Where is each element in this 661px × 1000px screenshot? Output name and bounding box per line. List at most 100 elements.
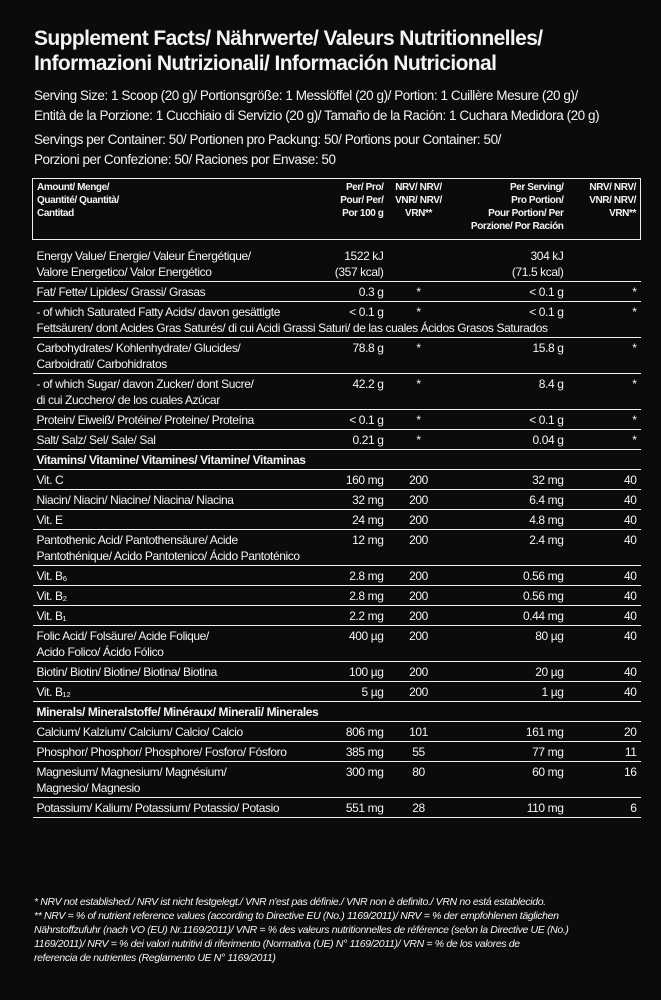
table-cell: 40 — [567, 509, 641, 530]
cell-text: Biotin/ Biotin/ Biotine/ Biotina/ Biotin… — [36, 665, 218, 679]
cell-line: Pantothénique/ Acido Pantotenico/ Ácido … — [36, 549, 301, 563]
title: Supplement Facts/ Nährwerte/ Valeurs Nut… — [34, 26, 543, 76]
table-cell: NRV/ NRV/VNR/ NRV/VRN** — [387, 178, 450, 240]
table-cell: 200 — [387, 509, 450, 530]
cell-text: 0.21 g — [352, 433, 384, 447]
cell-line: NRV/ NRV/ — [395, 182, 442, 193]
cell-text: 15.8 g — [532, 341, 564, 355]
serving-line: Serving Size: 1 Scoop (20 g)/ Portionsgr… — [34, 88, 578, 103]
table-cell: Energy Value/ Energie/ Valeur Énergétiqu… — [32, 239, 308, 282]
cell-text: 42.2 g — [352, 377, 384, 391]
cell-line: Magnesium/ Magnesium/ Magnésium/ — [36, 765, 227, 779]
cell-text: Vit. E — [36, 513, 63, 527]
serving-line: Entità de la Porzione: 1 Cucchiaio di Se… — [34, 108, 600, 123]
table-cell: 32 mg — [449, 469, 568, 490]
table-cell: 40 — [567, 681, 641, 702]
cell-text: 4.8 mg — [529, 513, 564, 527]
table-cell: 40 — [567, 565, 641, 586]
cell-text: 55 — [412, 745, 425, 759]
table-cell: 2.8 mg — [307, 585, 388, 606]
table-cell: 40 — [567, 489, 641, 510]
table-row: Carbohydrates/ Kohlenhydrate/ Glucides/C… — [32, 337, 641, 374]
table-cell: 77 mg — [449, 741, 568, 762]
table-cell: 0.21 g — [307, 429, 388, 450]
cell-text: 200 — [409, 609, 428, 623]
cell-line: Carboidrati/ Carbohidratos — [36, 357, 168, 371]
table-cell: 200 — [387, 469, 450, 490]
table-cell: Vit. E — [32, 509, 308, 530]
cell-text: < 0.1 g — [529, 305, 564, 319]
cell-text: 24 mg — [352, 513, 384, 527]
cell-line: Pour Portion/ Per — [488, 208, 564, 219]
servings-line: Servings per Container: 50/ Portionen pr… — [34, 132, 501, 147]
cell-line: Valore Energetico/ Valor Energético — [36, 265, 212, 279]
cell-text: 40 — [623, 629, 637, 643]
cell-text: 40 — [623, 533, 637, 547]
cell-line: 304 kJ — [530, 249, 564, 263]
cell-text: 110 mg — [526, 801, 564, 815]
table-cell: 1522 kJ (357 kcal) — [307, 239, 388, 282]
cell-text: 0.3 g — [358, 285, 384, 299]
table-row: Niacin/ Niacin/ Niacine/ Niacina/ Niacin… — [32, 489, 641, 510]
cell-text: 0.44 mg — [522, 609, 564, 623]
table-cell: Magnesium/ Magnesium/ Magnésium/Magnesio… — [32, 761, 308, 798]
table-row: Vitamins/ Vitamine/ Vitamines/ Vitamine/… — [32, 449, 641, 470]
footnote-line: * NRV not established./ NRV ist nicht fe… — [34, 896, 546, 908]
servings-per-container: Servings per Container: 50/ Portionen pr… — [34, 130, 501, 170]
table-cell: < 0.1 g — [449, 301, 568, 338]
table-row: Salt/ Salz/ Sel/ Sale/ Sal 0.21 g * 0.04 g * — [32, 429, 641, 450]
table-cell: Calcium/ Kalzium/ Calcium/ Calcio/ Calci… — [32, 721, 308, 742]
table-cell: 80 µg — [449, 625, 568, 662]
table-cell: 2.2 mg — [307, 605, 388, 626]
cell-text: < 0.1 g — [349, 305, 384, 319]
table-cell: Potassium/ Kalium/ Potassium/ Potassio/ … — [32, 797, 308, 818]
table-cell: Protein/ Eiweiß/ Protéine/ Proteine/ Pro… — [32, 409, 308, 430]
table-cell: 15.8 g — [449, 337, 568, 374]
table-cell: 32 mg — [307, 489, 388, 510]
cell-text: * — [632, 413, 637, 427]
table-row: Vit. B₁ 2.2 mg 200 0.44 mg 40 — [32, 605, 641, 626]
cell-text: 160 mg — [345, 473, 384, 487]
table-cell: 6 — [567, 797, 641, 818]
table-cell: 8.4 g — [449, 373, 568, 410]
table-row: Protein/ Eiweiß/ Protéine/ Proteine/ Pro… — [32, 409, 641, 430]
table-cell: Salt/ Salz/ Sel/ Sale/ Sal — [32, 429, 308, 450]
cell-line: Cantitad — [37, 208, 74, 219]
cell-text: 200 — [409, 473, 428, 487]
table-cell: 200 — [387, 585, 450, 606]
cell-text: 200 — [409, 513, 428, 527]
cell-text: 0.56 mg — [522, 589, 564, 603]
cell-text: 385 mg — [345, 745, 384, 759]
table-cell: * — [387, 281, 450, 302]
cell-text: 40 — [623, 665, 637, 679]
cell-text: Calcium/ Kalzium/ Calcium/ Calcio/ Calci… — [36, 725, 244, 739]
cell-line: VNR/ NRV/ — [395, 195, 442, 206]
cell-line: Carbohydrates/ Kohlenhydrate/ Glucides/ — [36, 341, 241, 355]
cell-line: NRV/ NRV/ — [589, 182, 636, 193]
cell-text: 60 mg — [532, 765, 564, 779]
table-cell: 40 — [567, 529, 641, 566]
table-row: Fat/ Fette/ Lipides/ Grassi/ Grasas 0.3 g… — [32, 281, 641, 302]
table-cell: Vitamins/ Vitamine/ Vitamines/ Vitamine/… — [32, 449, 641, 470]
table-cell: Amount/ Menge/Quantité/ Quantità/Cantita… — [32, 178, 308, 240]
cell-text: 78.8 g — [352, 341, 384, 355]
cell-text: * — [632, 341, 637, 355]
table-cell: Pantothenic Acid/ Pantothensäure/ Acide P… — [32, 529, 308, 566]
table-cell: 5 µg — [307, 681, 388, 702]
cell-text: * — [416, 285, 421, 299]
table-cell: * — [567, 337, 641, 374]
serving-size: Serving Size: 1 Scoop (20 g)/ Portionsgr… — [34, 86, 600, 126]
table-row: - of which Sugar/ davon Zucker/ dont Suc… — [32, 373, 641, 410]
table-cell: 300 mg — [307, 761, 388, 798]
cell-text: Potassium/ Kalium/ Potassium/ Potassio/ … — [36, 801, 280, 815]
table-row: Vit. E 24 mg 200 4.8 mg 40 — [32, 509, 641, 530]
table-cell: 0.56 mg — [449, 565, 568, 586]
table-row: Phosphor/ Phosphor/ Phosphore/ Fosforo/ … — [32, 741, 641, 762]
table-cell: 2.4 mg — [449, 529, 568, 566]
table-cell: * — [567, 281, 641, 302]
cell-line: VRN** — [609, 208, 636, 219]
cell-line: Fettsäuren/ dont Acides Gras Saturés/ di… — [36, 321, 548, 335]
cell-line: Acido Folico/ Ácido Fólico — [36, 645, 164, 659]
table-cell: * — [567, 373, 641, 410]
